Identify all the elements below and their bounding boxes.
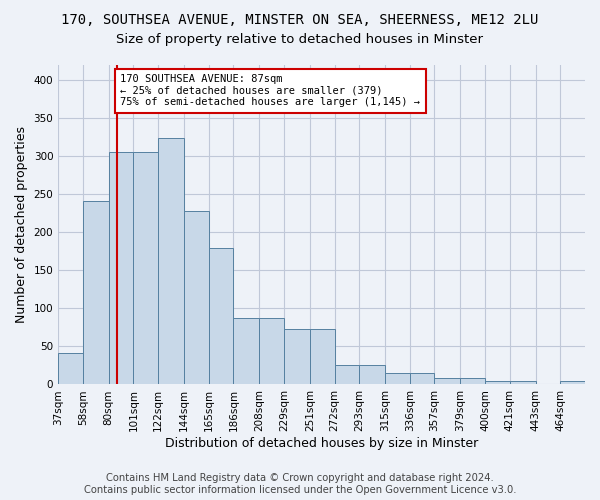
Bar [83, 201, 109, 384]
Bar [284, 329, 310, 384]
X-axis label: Distribution of detached houses by size in Minster: Distribution of detached houses by size … [165, 437, 478, 450]
Bar [434, 378, 460, 384]
Bar [510, 382, 536, 384]
Bar [410, 373, 434, 384]
Y-axis label: Number of detached properties: Number of detached properties [15, 126, 28, 323]
Bar [259, 318, 284, 384]
Bar [385, 373, 410, 384]
Bar [184, 211, 209, 384]
Text: 170 SOUTHSEA AVENUE: 87sqm
← 25% of detached houses are smaller (379)
75% of sem: 170 SOUTHSEA AVENUE: 87sqm ← 25% of deta… [121, 74, 421, 108]
Bar [359, 366, 385, 384]
Bar [460, 378, 485, 384]
Bar [209, 248, 233, 384]
Bar [133, 152, 158, 384]
Bar [109, 152, 133, 384]
Bar [310, 329, 335, 384]
Bar [58, 352, 83, 384]
Text: Size of property relative to detached houses in Minster: Size of property relative to detached ho… [116, 32, 484, 46]
Bar [560, 382, 585, 384]
Bar [233, 318, 259, 384]
Bar [158, 138, 184, 384]
Bar [335, 366, 359, 384]
Bar [485, 382, 510, 384]
Text: 170, SOUTHSEA AVENUE, MINSTER ON SEA, SHEERNESS, ME12 2LU: 170, SOUTHSEA AVENUE, MINSTER ON SEA, SH… [61, 12, 539, 26]
Text: Contains HM Land Registry data © Crown copyright and database right 2024.
Contai: Contains HM Land Registry data © Crown c… [84, 474, 516, 495]
